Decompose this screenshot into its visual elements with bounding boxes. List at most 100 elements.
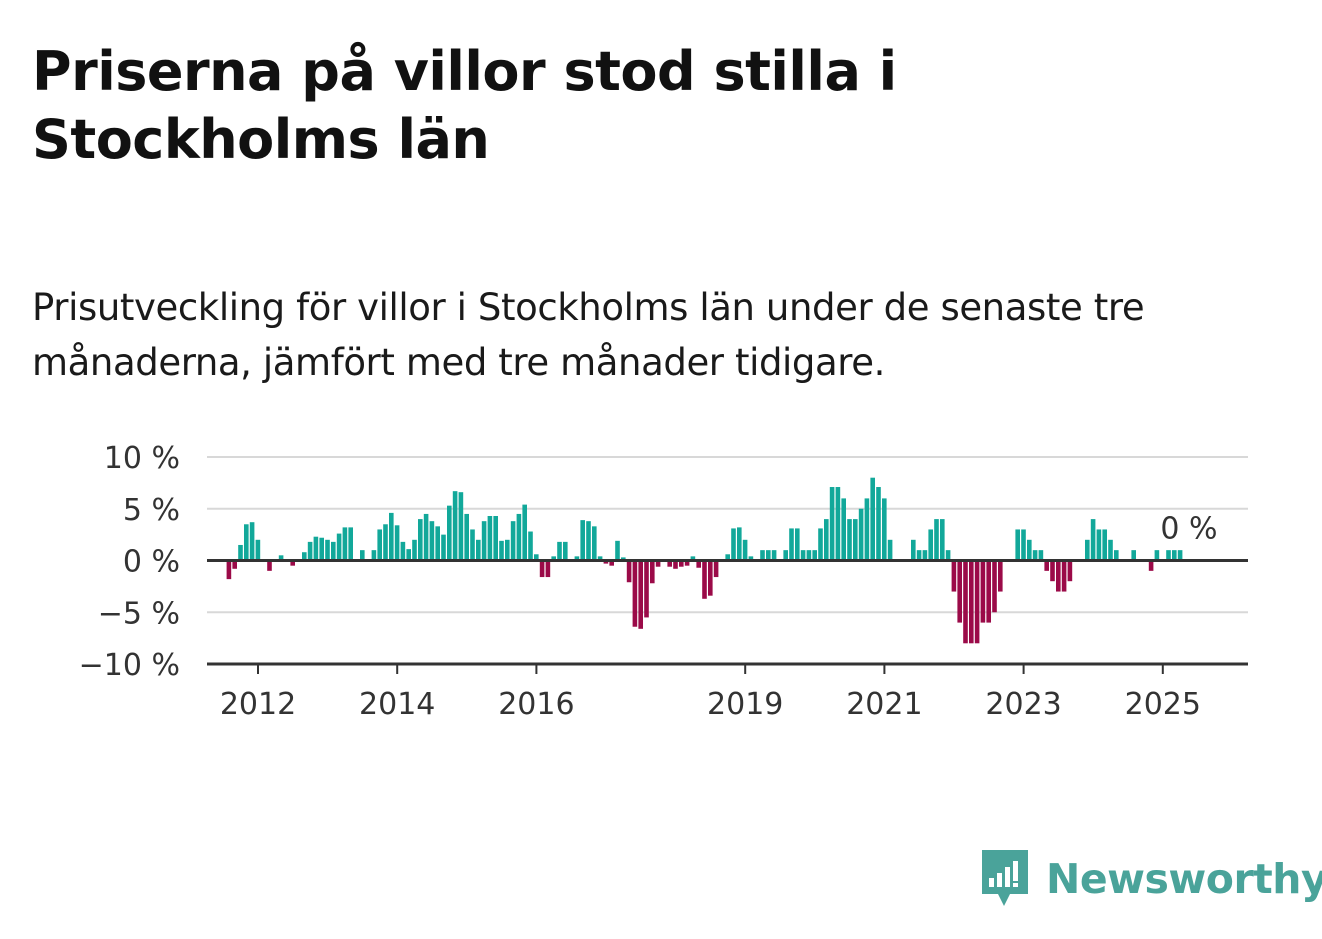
bar	[1032, 550, 1038, 561]
bar	[806, 550, 812, 561]
bar	[597, 556, 603, 561]
bar	[360, 550, 365, 561]
bar	[876, 487, 881, 561]
bar	[1154, 550, 1160, 561]
bar	[406, 549, 411, 561]
bar	[557, 541, 562, 561]
newsworthy-logo: Newsworthy	[980, 848, 1322, 910]
bar	[377, 529, 382, 561]
bar	[1177, 550, 1183, 561]
bar	[1067, 560, 1073, 582]
bar	[580, 520, 585, 561]
bar	[267, 560, 272, 571]
bar	[969, 560, 974, 644]
y-tick-label: 0 %	[123, 545, 180, 580]
bar	[487, 516, 493, 561]
bar	[1056, 560, 1061, 592]
bar	[1102, 529, 1107, 561]
y-tick-label: −10 %	[79, 648, 180, 683]
bar	[1044, 560, 1049, 571]
bar	[418, 519, 423, 561]
bar	[963, 560, 968, 644]
bar	[684, 560, 690, 566]
bar	[650, 560, 655, 584]
bar	[528, 531, 533, 561]
bar	[1090, 519, 1096, 561]
bar	[522, 504, 527, 561]
bar	[325, 539, 330, 561]
bar	[1021, 529, 1026, 561]
bar	[539, 560, 545, 578]
x-tick-label: 2025	[1125, 687, 1201, 722]
bar	[667, 560, 672, 567]
bar	[986, 560, 991, 623]
bar	[911, 539, 916, 561]
bar	[348, 527, 353, 561]
bar	[853, 519, 858, 561]
bar	[870, 477, 875, 561]
bar	[516, 513, 522, 561]
bar	[476, 539, 481, 561]
bar	[290, 560, 295, 566]
bar	[980, 560, 986, 623]
bar	[638, 560, 643, 629]
bar	[238, 544, 243, 561]
bar	[713, 560, 719, 578]
bar	[342, 527, 348, 561]
bar	[945, 550, 951, 561]
bar	[1108, 539, 1113, 561]
bar	[766, 550, 771, 561]
bar	[603, 560, 609, 564]
bar	[708, 560, 713, 596]
bar	[563, 541, 568, 561]
bar	[644, 560, 649, 618]
bar	[464, 513, 469, 561]
bar	[1172, 550, 1177, 561]
bar	[690, 556, 696, 561]
bar	[1131, 550, 1136, 561]
bar	[824, 519, 829, 561]
bar	[493, 516, 498, 561]
bar	[389, 512, 394, 561]
bar	[1061, 560, 1067, 592]
bar	[1027, 539, 1032, 561]
bar	[1085, 539, 1090, 561]
bar	[319, 537, 324, 561]
bar	[847, 519, 852, 561]
bar	[313, 536, 319, 561]
bar	[696, 560, 701, 568]
bar	[742, 539, 748, 561]
bar	[470, 529, 475, 561]
bar	[835, 487, 841, 561]
bar	[626, 560, 632, 583]
bar	[789, 528, 794, 561]
bar	[429, 521, 435, 561]
bar	[922, 550, 928, 561]
bar	[783, 550, 788, 561]
bar	[841, 498, 846, 561]
bar	[510, 521, 516, 561]
bar	[278, 555, 284, 561]
bar	[1148, 560, 1154, 571]
bar	[423, 513, 429, 561]
bar	[748, 556, 754, 561]
bar	[1166, 550, 1171, 561]
bar	[371, 550, 377, 561]
bar	[760, 550, 765, 561]
bar	[771, 550, 777, 561]
bar	[481, 521, 487, 561]
bar	[1114, 550, 1119, 561]
bars	[226, 477, 1183, 644]
bar	[458, 492, 464, 561]
bar	[452, 491, 458, 561]
bar	[383, 524, 388, 561]
bar	[679, 560, 684, 567]
x-tick-label: 2016	[498, 687, 574, 722]
bar	[551, 556, 556, 561]
bar	[1096, 529, 1102, 561]
bar	[998, 560, 1003, 592]
brand-name: Newsworthy	[1046, 855, 1322, 903]
bar	[974, 560, 980, 644]
bar	[916, 550, 922, 561]
bar	[412, 539, 417, 561]
